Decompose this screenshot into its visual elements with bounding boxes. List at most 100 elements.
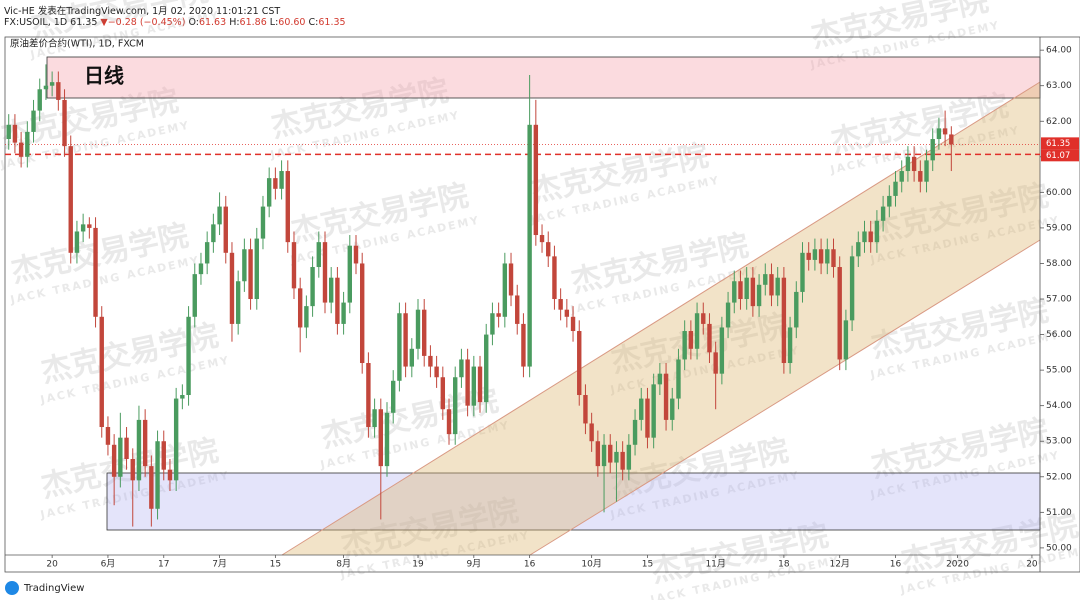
candle-body bbox=[167, 469, 173, 481]
y-tick-label: 50.00 bbox=[1046, 543, 1072, 553]
y-tick-label: 54.00 bbox=[1046, 401, 1072, 411]
candle-body bbox=[68, 146, 73, 253]
candle-body bbox=[297, 288, 303, 328]
candle-body bbox=[620, 451, 625, 470]
candle-body bbox=[161, 441, 166, 470]
candle-body bbox=[155, 441, 160, 509]
candle-body bbox=[142, 419, 148, 467]
candle-body bbox=[273, 178, 278, 189]
candle-body bbox=[905, 156, 911, 172]
candle-body bbox=[856, 242, 861, 257]
candle-body bbox=[701, 313, 706, 324]
price-tag-label: 61.35 bbox=[1046, 139, 1070, 149]
candle-body bbox=[347, 245, 352, 303]
candle-body bbox=[130, 459, 135, 481]
candle-body bbox=[508, 263, 514, 296]
candle-body bbox=[415, 309, 421, 349]
candle-body bbox=[657, 373, 663, 385]
x-tick-label: 20 bbox=[1026, 560, 1038, 570]
candle-body bbox=[459, 359, 464, 378]
candle-body bbox=[949, 134, 954, 145]
ohlc-label: O: bbox=[188, 17, 199, 28]
candle-body bbox=[719, 327, 725, 374]
candle-body bbox=[434, 366, 439, 378]
candle-body bbox=[527, 124, 532, 367]
x-tick-label: 6月 bbox=[101, 559, 116, 570]
candle-body bbox=[6, 124, 11, 140]
candle-body bbox=[806, 252, 811, 260]
candle-body bbox=[825, 249, 830, 264]
candle-body bbox=[87, 224, 92, 228]
candle-body bbox=[862, 231, 867, 243]
ohlc-label: H: bbox=[229, 17, 240, 28]
candle-body bbox=[899, 171, 904, 182]
candle-body bbox=[111, 444, 117, 477]
candle-body bbox=[713, 352, 718, 374]
candle-body bbox=[56, 82, 61, 100]
candle-body bbox=[291, 242, 297, 289]
candle-body bbox=[465, 359, 470, 406]
candle-body bbox=[403, 313, 408, 367]
zone-label: 日线 bbox=[84, 64, 124, 88]
y-tick-label: 53.00 bbox=[1046, 437, 1072, 447]
candle-body bbox=[180, 395, 185, 399]
candle-body bbox=[694, 313, 700, 349]
candle-body bbox=[422, 309, 427, 356]
candle-body bbox=[918, 171, 923, 182]
candle-body bbox=[812, 249, 818, 260]
candle-body bbox=[570, 316, 576, 332]
candle-body bbox=[775, 277, 780, 296]
x-tick-label: 16 bbox=[524, 560, 536, 570]
candle-body bbox=[577, 331, 582, 396]
candle-body bbox=[149, 466, 154, 509]
price-tag bbox=[1041, 149, 1079, 162]
candle-body bbox=[639, 398, 644, 420]
candle-body bbox=[229, 252, 235, 324]
candle-body bbox=[260, 206, 266, 239]
candle-body bbox=[533, 124, 539, 236]
candle-body bbox=[124, 437, 129, 460]
candle-body bbox=[887, 195, 892, 207]
candle-body bbox=[651, 384, 656, 438]
y-tick-label: 64.00 bbox=[1046, 46, 1072, 56]
candle-body bbox=[849, 256, 855, 321]
candle-body bbox=[484, 334, 489, 403]
candle-body bbox=[818, 249, 824, 264]
chart-title: 原油差价合约(WTI), 1D, FXCM bbox=[10, 38, 144, 50]
candle-body bbox=[682, 331, 687, 360]
ohlc-value: 61.63 bbox=[198, 17, 227, 28]
change: −0.28 (−0.45%) bbox=[107, 17, 186, 28]
logo-icon bbox=[5, 581, 19, 595]
ohlc-value: 61.35 bbox=[318, 17, 346, 28]
x-tick-label: 15 bbox=[270, 560, 281, 570]
candle-body bbox=[725, 302, 731, 328]
candle-body bbox=[800, 252, 805, 292]
candle-body bbox=[266, 178, 272, 207]
ohlc-value: 60.60 bbox=[278, 17, 306, 28]
candle-body bbox=[223, 206, 228, 253]
candle-body bbox=[608, 444, 613, 463]
candle-body bbox=[37, 89, 42, 111]
x-tick-label: 20 bbox=[46, 560, 58, 570]
candle-body bbox=[397, 313, 402, 381]
candle-body bbox=[285, 171, 290, 243]
candle-body bbox=[279, 171, 284, 189]
candle-body bbox=[490, 313, 495, 335]
candle-body bbox=[552, 256, 557, 300]
frame bbox=[4, 36, 1080, 573]
candle-body bbox=[322, 242, 328, 303]
candle-body bbox=[626, 444, 632, 470]
candle-body bbox=[235, 281, 241, 324]
candle-body bbox=[632, 419, 638, 445]
candle-body bbox=[539, 235, 545, 243]
candle-body bbox=[843, 320, 849, 360]
candle-body bbox=[242, 249, 247, 282]
candle-body bbox=[192, 274, 197, 317]
candle-body bbox=[173, 398, 179, 481]
